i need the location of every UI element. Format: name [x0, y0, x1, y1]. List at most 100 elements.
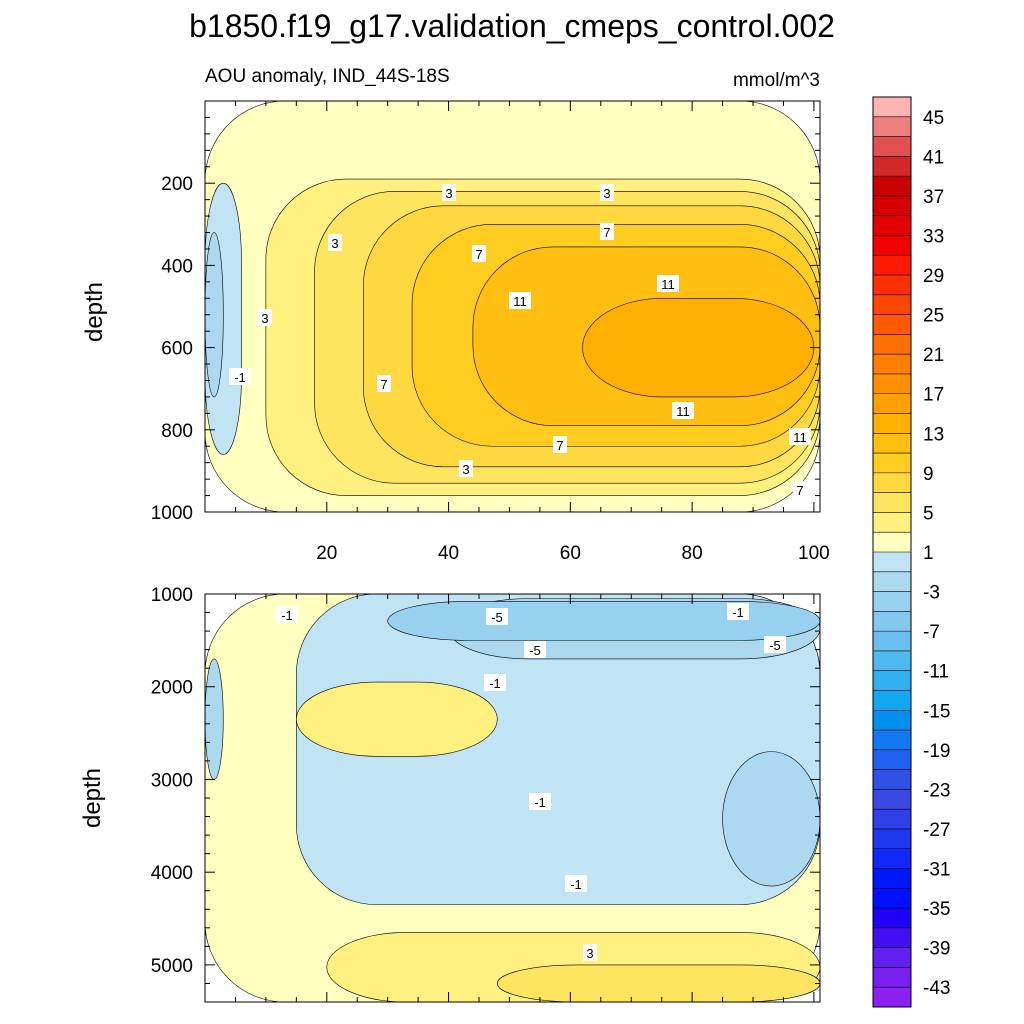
colorbar-swatch: [873, 789, 911, 810]
contour-label-bg: [484, 674, 506, 691]
contour-band: [497, 964, 820, 1002]
colorbar-swatch: [873, 710, 911, 731]
colorbar-label: 17: [923, 385, 944, 406]
x-tick-label: 20: [316, 543, 337, 564]
contour-label-bg: [524, 641, 546, 658]
contour-label: -1: [570, 877, 582, 892]
contour-label-bg: [328, 234, 342, 251]
y-tick-label: 5000: [151, 956, 193, 977]
contour-label-bg: [657, 275, 679, 292]
contour-band: [296, 681, 498, 757]
units-label: mmol/m^3: [733, 70, 820, 91]
colorbar-swatch: [873, 769, 911, 790]
colorbar-swatch: [873, 235, 911, 256]
colorbar-label: -19: [923, 741, 950, 762]
colorbar-swatch: [873, 730, 911, 751]
colorbar-label: 5: [923, 503, 934, 524]
colorbar-label: 13: [923, 424, 944, 445]
contour-label-bg: [377, 375, 391, 392]
contour-label: 7: [475, 247, 482, 262]
colorbar-label: -27: [923, 820, 950, 841]
contour-label: 7: [603, 225, 610, 240]
colorbar-swatch: [873, 631, 911, 652]
colorbar-label: 41: [923, 147, 944, 168]
contour-label: -1: [732, 605, 744, 620]
colorbar-label: 45: [923, 108, 944, 129]
y-tick-label: 3000: [151, 770, 193, 791]
colorbar-swatch: [873, 393, 911, 415]
contour-label-bg: [486, 608, 508, 625]
contour-label-bg: [793, 481, 807, 498]
contour-label-bg: [789, 428, 811, 445]
contour-label: -1: [489, 676, 501, 691]
plot-frame: [204, 100, 821, 513]
contour-label-bg: [600, 184, 614, 201]
colorbar-swatch: [873, 868, 911, 889]
colorbar-swatch: [873, 156, 911, 177]
colorbar-swatch: [873, 908, 911, 929]
colorbar-swatch: [873, 354, 911, 375]
colorbar-label: -23: [923, 780, 950, 801]
contour-label: 3: [603, 186, 610, 201]
colorbar-swatch: [873, 571, 911, 593]
colorbar-swatch: [873, 670, 911, 691]
contour-fills: [205, 594, 820, 1002]
colorbar-swatch: [873, 314, 911, 335]
contour-label: -1: [281, 608, 293, 623]
contour-label: 11: [513, 294, 527, 309]
y-tick-label: 200: [161, 174, 193, 195]
colorbar-swatch: [873, 927, 911, 949]
colorbar-swatch: [873, 591, 911, 612]
colorbar-label: 9: [923, 464, 934, 485]
colorbar-label: -7: [923, 622, 940, 643]
y-tick-label: 800: [161, 421, 193, 442]
colorbar-frame: [872, 96, 912, 1008]
colorbar-swatch: [873, 433, 911, 454]
colorbar-swatch: [873, 512, 911, 533]
colorbar-label: -3: [923, 583, 940, 604]
colorbar-label: -31: [923, 860, 950, 881]
chart-subtitle: AOU anomaly, IND_44S-18S: [205, 66, 450, 87]
contour-label-bg: [565, 875, 587, 892]
colorbar-swatch: [873, 809, 911, 830]
colorbar-label: -11: [923, 662, 949, 683]
colorbar-label: 37: [923, 187, 944, 208]
y-tick-label: 2000: [151, 678, 193, 699]
colorbar-swatch: [873, 136, 911, 157]
x-tick-label: 100: [798, 543, 830, 564]
colorbar-swatch: [873, 987, 911, 1008]
colorbar-swatch: [873, 97, 911, 118]
x-tick-label: 40: [438, 543, 459, 564]
contour-label-bg: [442, 184, 456, 201]
colorbar-swatch: [873, 176, 911, 197]
contour-label: 3: [586, 946, 593, 961]
y-tick-label: 4000: [151, 863, 193, 884]
colorbar-swatch: [873, 532, 911, 553]
colorbar-swatch: [873, 453, 911, 474]
colorbar-swatch: [873, 472, 911, 494]
colorbar-label: -35: [923, 899, 950, 920]
contour-label: 11: [793, 430, 807, 445]
colorbar-swatch: [873, 828, 911, 850]
colorbar-swatch: [873, 552, 911, 573]
colorbar-swatch: [873, 888, 911, 909]
contour-label-bg: [459, 460, 473, 477]
contour-label: 11: [676, 404, 690, 419]
contour-label-bg: [472, 245, 486, 262]
contour-label-bg: [276, 606, 298, 623]
contour-label: 7: [556, 438, 563, 453]
colorbar-swatch: [873, 611, 911, 632]
colorbar-swatch: [873, 492, 911, 513]
contour-label-bg: [258, 309, 272, 326]
colorbar-swatch: [873, 967, 911, 988]
contour-label: 3: [445, 186, 452, 201]
contour-label: -1: [534, 795, 546, 810]
colorbar-label: 1: [923, 543, 934, 564]
contour-label-bg: [509, 292, 531, 309]
colorbar-swatch: [873, 334, 911, 355]
colorbar-swatch: [873, 749, 911, 771]
colorbar-swatch: [873, 650, 911, 672]
colorbar-swatch: [873, 116, 911, 138]
colorbar-swatch: [873, 373, 911, 395]
